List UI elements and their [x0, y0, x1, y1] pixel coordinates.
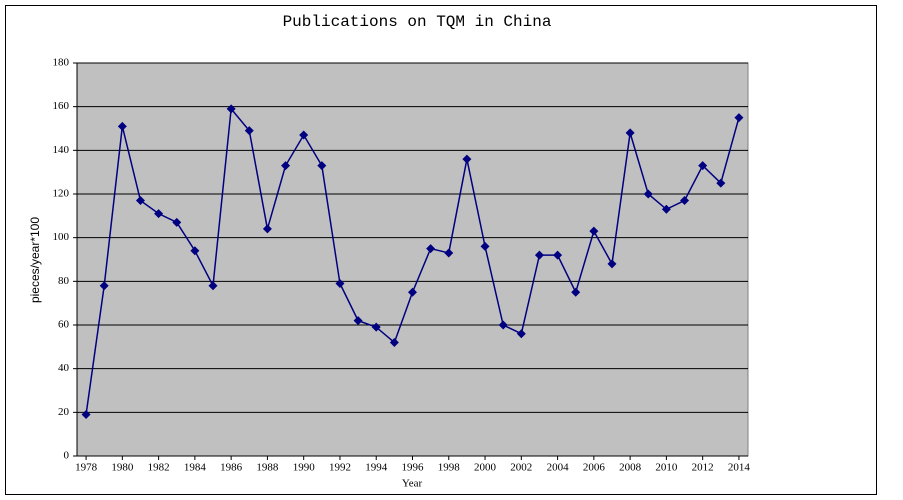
data-point: [371, 322, 381, 332]
x-tick-label: 1988: [256, 462, 279, 474]
x-tick-label: 2004: [547, 462, 570, 474]
y-tick-label: 160: [53, 100, 70, 112]
data-point: [426, 244, 436, 254]
x-tick-label: 2008: [619, 462, 642, 474]
x-tick-label: 2014: [728, 462, 751, 474]
x-tick-label: 1984: [184, 462, 207, 474]
x-tick-label: 1996: [402, 462, 425, 474]
data-point: [190, 246, 200, 256]
x-tick-label: 1994: [365, 462, 388, 474]
data-point: [680, 196, 690, 206]
x-tick-label: 1998: [438, 462, 461, 474]
data-point: [534, 250, 544, 260]
y-tick-label: 20: [58, 406, 70, 418]
data-point: [281, 161, 291, 171]
data-point: [208, 281, 218, 291]
data-point: [716, 178, 726, 188]
y-tick-label: 140: [53, 144, 70, 156]
x-axis-title: Year: [402, 478, 423, 490]
x-tick-label: 1990: [293, 462, 316, 474]
chart-title: Publications on TQM in China: [283, 13, 552, 31]
x-tick-label: 2012: [692, 462, 714, 474]
data-point: [154, 209, 164, 219]
y-tick-label: 80: [58, 275, 70, 287]
data-point: [99, 281, 109, 291]
data-point: [117, 121, 127, 131]
data-point: [172, 217, 182, 227]
plot-area: [76, 62, 749, 457]
data-point: [643, 189, 653, 199]
data-point: [135, 196, 145, 206]
data-point: [81, 410, 91, 420]
x-tick-label: 1982: [148, 462, 170, 474]
data-point: [698, 161, 708, 171]
data-point: [498, 320, 508, 330]
data-point: [244, 126, 254, 136]
data-point: [462, 154, 472, 164]
y-tick-label: 100: [53, 231, 70, 243]
data-point: [353, 316, 363, 326]
y-tick-label: 40: [58, 362, 70, 374]
x-tick-label: 2002: [510, 462, 532, 474]
y-tick-label: 180: [53, 57, 70, 69]
data-point: [734, 113, 744, 123]
x-tick-label: 1986: [220, 462, 243, 474]
data-point: [553, 250, 563, 260]
data-point: [262, 224, 272, 234]
data-point: [516, 329, 526, 339]
data-point: [444, 248, 454, 258]
data-point: [226, 104, 236, 114]
x-tick-label: 2010: [655, 462, 678, 474]
x-tick-label: 1978: [75, 462, 98, 474]
y-tick-label: 120: [53, 188, 70, 200]
data-point: [571, 287, 581, 297]
data-point: [589, 226, 599, 236]
data-point: [335, 279, 345, 289]
data-point: [625, 128, 635, 138]
data-point: [408, 287, 417, 297]
y-axis-title: pieces/year*100: [28, 217, 42, 303]
x-tick-label: 2000: [474, 462, 497, 474]
data-point: [317, 161, 327, 171]
data-point: [480, 241, 490, 251]
x-tick-label: 1992: [329, 462, 351, 474]
data-point: [661, 204, 671, 214]
data-point: [389, 337, 399, 347]
y-tick-label: 0: [64, 450, 70, 462]
x-tick-label: 1980: [111, 462, 134, 474]
y-tick-label: 60: [58, 319, 70, 331]
x-tick-label: 2006: [583, 462, 606, 474]
data-point: [299, 130, 309, 140]
data-point: [607, 259, 617, 269]
